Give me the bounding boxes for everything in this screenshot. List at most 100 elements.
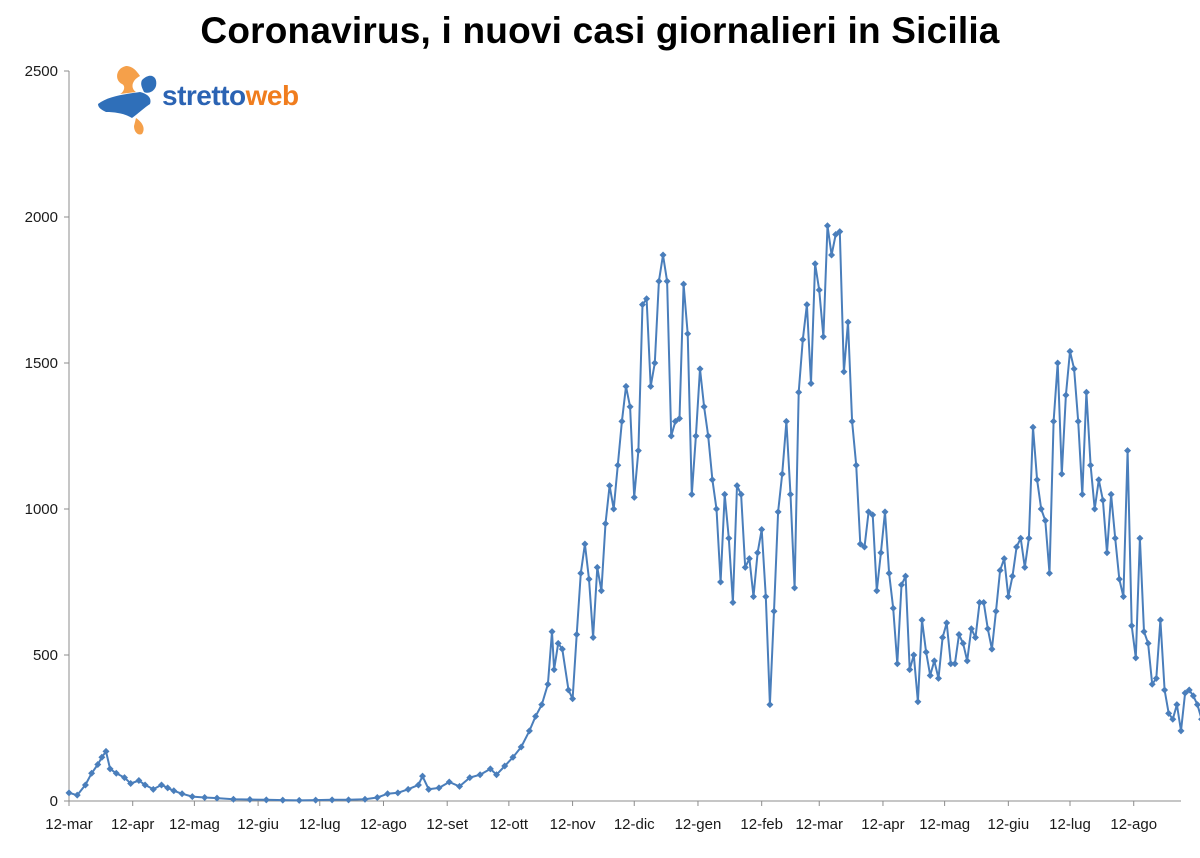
data-point (721, 490, 729, 498)
data-point (762, 593, 770, 601)
data-point (655, 277, 663, 285)
data-point (610, 505, 618, 513)
data-point (684, 330, 692, 338)
data-point (585, 575, 593, 583)
data-point (877, 549, 885, 557)
data-point (1082, 388, 1090, 396)
series-line (68, 224, 1200, 802)
data-point (922, 648, 930, 656)
data-point (914, 698, 922, 706)
data-point (651, 359, 659, 367)
data-point (81, 781, 89, 789)
data-point (532, 712, 540, 720)
data-point (328, 796, 336, 804)
data-point (815, 286, 823, 294)
data-point (634, 447, 642, 455)
series-daily-cases (65, 222, 1200, 804)
data-point (700, 403, 708, 411)
data-point (873, 587, 881, 595)
data-point (1017, 534, 1025, 542)
data-point (456, 782, 464, 790)
data-point (1045, 569, 1053, 577)
data-point (881, 508, 889, 516)
data-point (425, 785, 433, 793)
data-point (819, 333, 827, 341)
data-point (1165, 709, 1173, 717)
data-point (1161, 686, 1169, 694)
data-point (1169, 715, 1177, 723)
data-point (778, 470, 786, 478)
data-point (1050, 417, 1058, 425)
data-point (544, 680, 552, 688)
data-point (1074, 417, 1082, 425)
data-point (725, 534, 733, 542)
data-point (517, 743, 525, 751)
data-point (1152, 674, 1160, 682)
data-point (626, 403, 634, 411)
data-point (135, 777, 143, 785)
x-tick-label: 12-gen (675, 816, 722, 833)
data-point (963, 657, 971, 665)
data-point (1148, 680, 1156, 688)
data-point (708, 476, 716, 484)
data-point (733, 482, 741, 490)
data-point (1078, 490, 1086, 498)
data-point (947, 660, 955, 668)
data-point (766, 701, 774, 709)
y-tick-label: 0 (50, 793, 58, 810)
data-point (279, 796, 287, 804)
data-point (419, 772, 427, 780)
data-point (712, 505, 720, 513)
data-point (647, 382, 655, 390)
data-point (959, 639, 967, 647)
data-point (799, 336, 807, 344)
data-point (157, 781, 165, 789)
data-point (680, 280, 688, 288)
data-point (127, 779, 135, 787)
data-point (897, 581, 905, 589)
data-point (811, 260, 819, 268)
logo-wordmark: strettoweb (162, 80, 299, 112)
y-tick-label: 1500 (25, 355, 58, 372)
data-point (486, 765, 494, 773)
data-point (976, 598, 984, 606)
data-point (840, 368, 848, 376)
data-point (476, 771, 484, 779)
data-point (885, 569, 893, 577)
data-point (696, 365, 704, 373)
data-point (606, 482, 614, 490)
data-point (1107, 490, 1115, 498)
data-point (581, 540, 589, 548)
x-tick-label: 12-ott (490, 816, 529, 833)
data-point (659, 251, 667, 259)
data-point (1136, 534, 1144, 542)
x-tick-label: 12-ago (1110, 816, 1157, 833)
data-point (601, 520, 609, 528)
data-point (493, 771, 501, 779)
data-point (967, 625, 975, 633)
x-tick-label: 12-dic (614, 816, 655, 833)
data-point (1025, 534, 1033, 542)
data-point (564, 686, 572, 694)
x-tick-label: 12-lug (299, 816, 341, 833)
data-point (94, 761, 102, 768)
data-point (749, 593, 757, 601)
data-point (988, 645, 996, 653)
data-point (939, 633, 947, 641)
data-point (803, 301, 811, 309)
data-point (980, 598, 988, 606)
data-point (614, 461, 622, 469)
data-point (1070, 365, 1078, 373)
data-point (525, 727, 533, 735)
data-point (906, 666, 914, 674)
data-point (435, 784, 443, 792)
data-point (1013, 543, 1021, 551)
data-point (688, 490, 696, 498)
data-point (823, 222, 831, 230)
data-point (312, 796, 320, 804)
data-point (741, 563, 749, 571)
y-axis-ticks: 0 500 1000 1500 2000 2500 (25, 63, 69, 810)
data-point (758, 525, 766, 533)
data-point (754, 549, 762, 557)
data-point (1115, 575, 1123, 583)
